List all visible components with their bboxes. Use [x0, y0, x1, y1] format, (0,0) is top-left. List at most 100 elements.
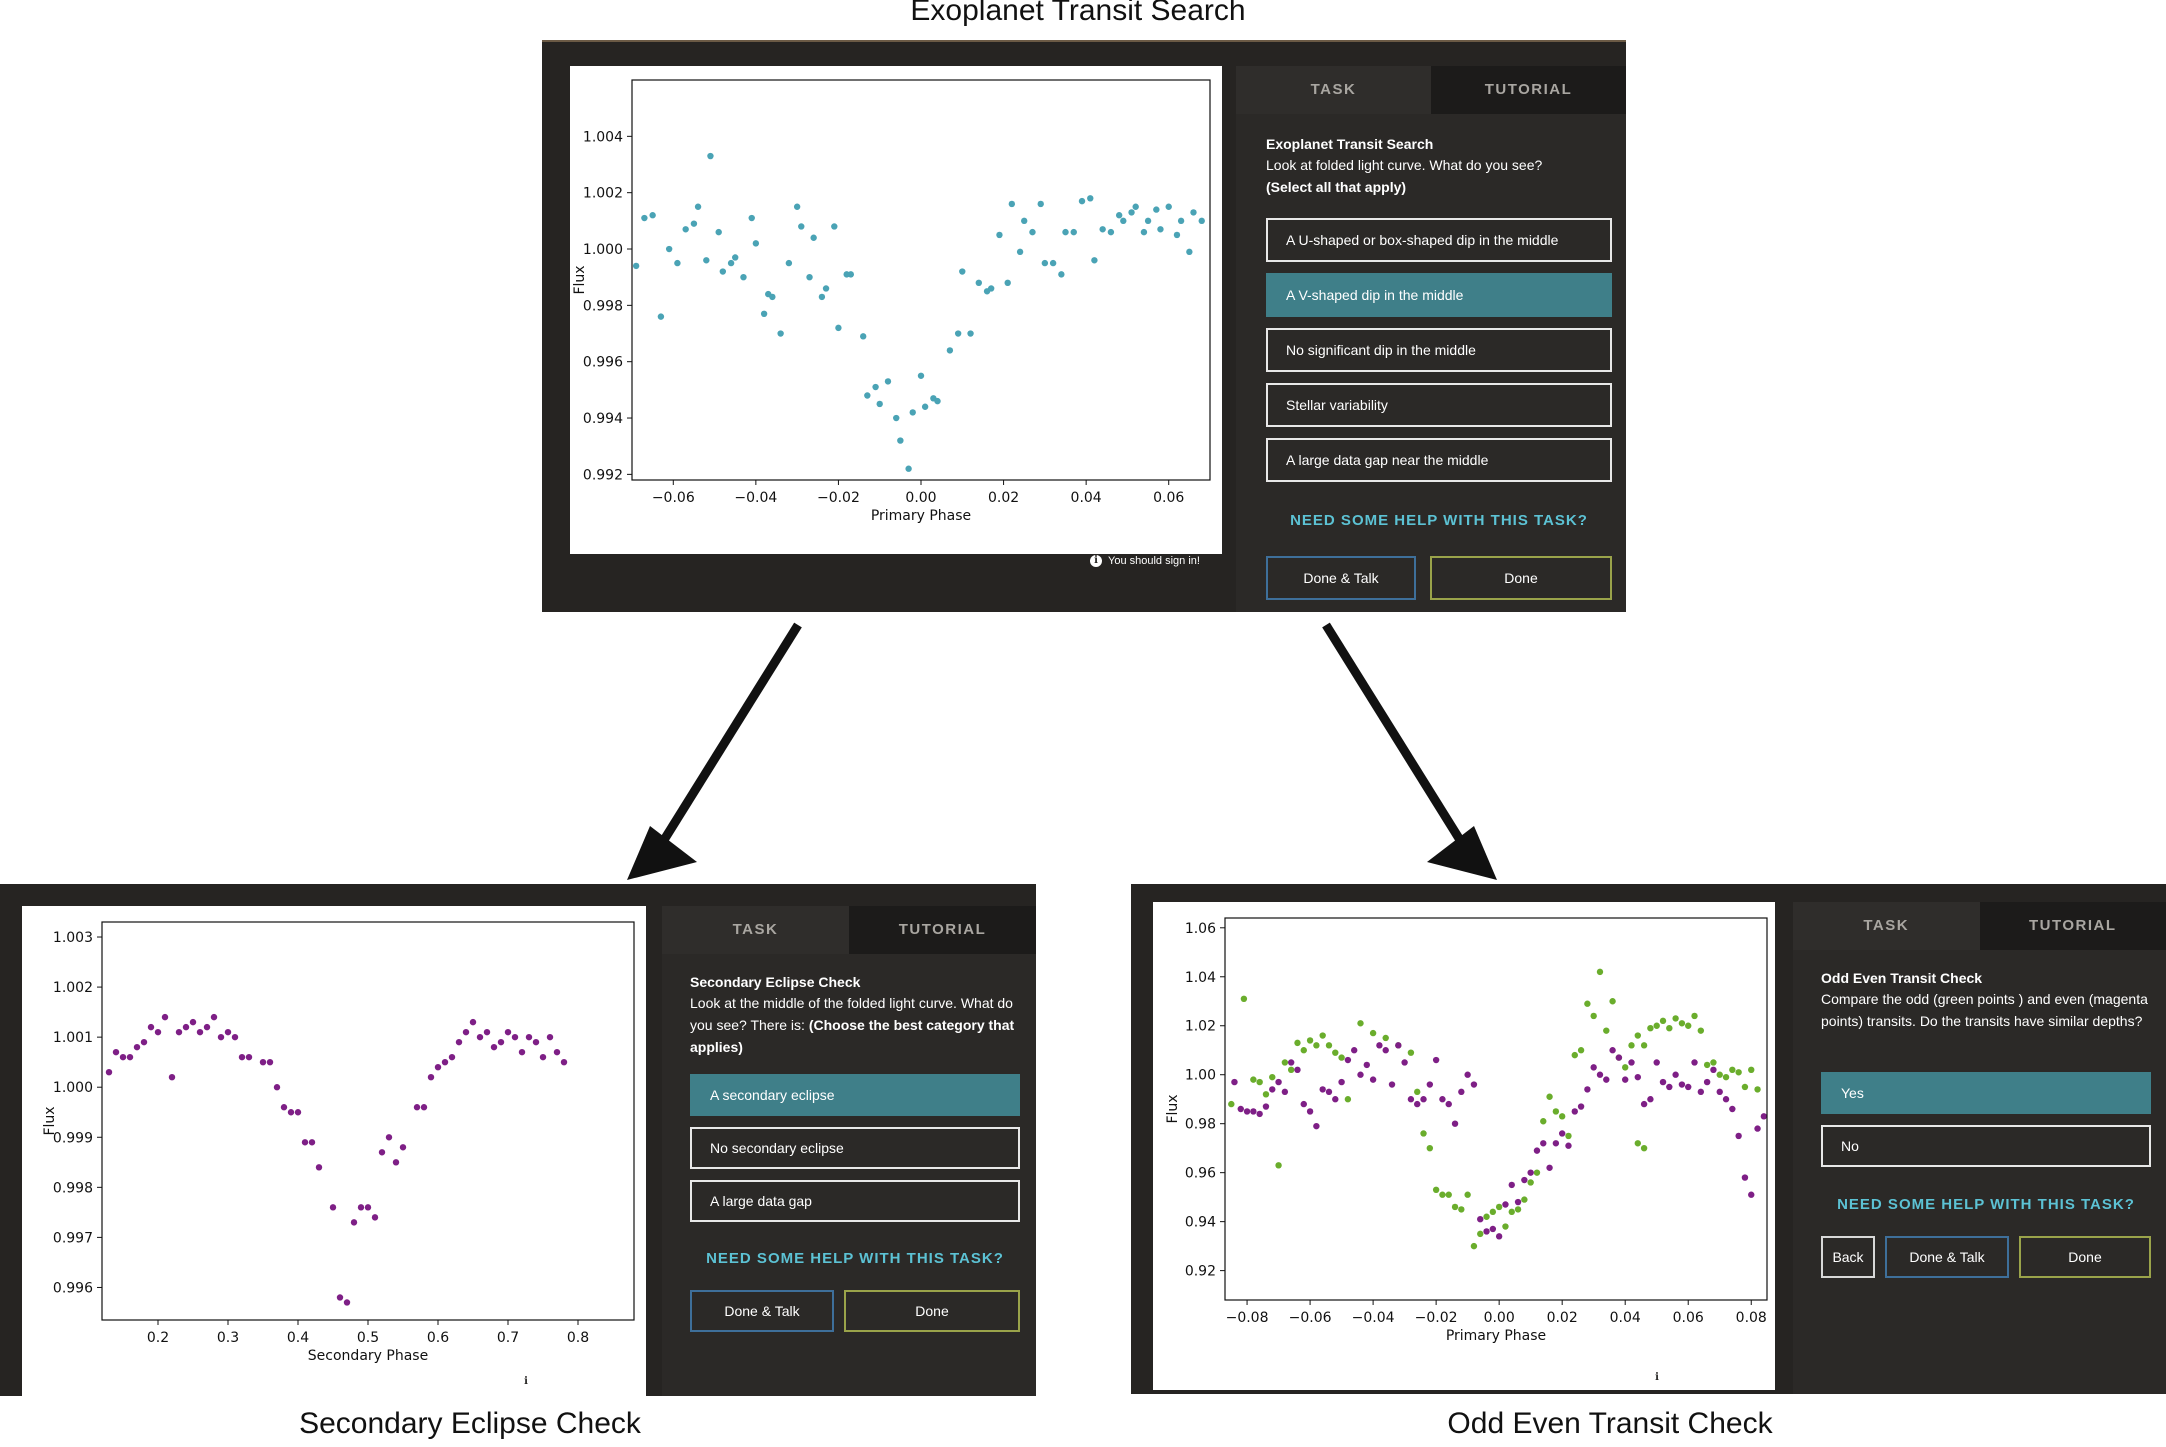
help-link[interactable]: NEED SOME HELP WITH THIS TASK?: [662, 1250, 1036, 1267]
data-point: [955, 330, 961, 336]
data-point: [649, 212, 655, 218]
tab-tutorial[interactable]: TUTORIAL: [1431, 66, 1626, 114]
option-no-dip[interactable]: No significant dip in the middle: [1266, 328, 1612, 372]
data-point: [1679, 1081, 1685, 1087]
data-point: [204, 1024, 210, 1030]
data-point: [893, 415, 899, 421]
option-data-gap[interactable]: A large data gap near the middle: [1266, 438, 1612, 482]
option-stellar-variability[interactable]: Stellar variability: [1266, 383, 1612, 427]
data-point: [1742, 1174, 1748, 1180]
data-point: [225, 1029, 231, 1035]
data-point: [934, 398, 940, 404]
option-yes[interactable]: Yes: [1821, 1072, 2151, 1114]
data-point: [1332, 1049, 1338, 1055]
y-tick-label: 1.001: [53, 1030, 93, 1046]
back-button[interactable]: Back: [1821, 1236, 1875, 1278]
data-point: [281, 1104, 287, 1110]
data-point: [1414, 1101, 1420, 1107]
done-talk-button[interactable]: Done & Talk: [690, 1290, 834, 1332]
x-tick-label: 0.8: [567, 1330, 589, 1346]
done-talk-button[interactable]: Done & Talk: [1266, 556, 1416, 600]
option-u-shaped-dip[interactable]: A U-shaped or box-shaped dip in the midd…: [1266, 218, 1612, 262]
data-point: [666, 246, 672, 252]
data-point: [1395, 1042, 1401, 1048]
data-point: [641, 215, 647, 221]
y-tick-label: 1.02: [1185, 1019, 1216, 1035]
data-point: [1590, 1013, 1596, 1019]
data-point: [358, 1204, 364, 1210]
tab-tutorial[interactable]: TUTORIAL: [849, 906, 1036, 954]
data-point: [526, 1034, 532, 1040]
axes-frame: [1225, 918, 1767, 1300]
tab-task[interactable]: TASK: [1236, 66, 1431, 114]
done-button[interactable]: Done: [2019, 1236, 2151, 1278]
data-point: [456, 1039, 462, 1045]
data-point: [1509, 1209, 1515, 1215]
question-title: Exoplanet Transit Search: [1266, 136, 1433, 152]
data-point: [1521, 1196, 1527, 1202]
help-link[interactable]: NEED SOME HELP WITH THIS TASK?: [1236, 512, 1626, 529]
done-button[interactable]: Done: [844, 1290, 1020, 1332]
y-tick-label: 1.00: [1185, 1068, 1216, 1084]
data-point: [691, 220, 697, 226]
data-point: [1190, 209, 1196, 215]
data-point: [1754, 1125, 1760, 1131]
tab-tutorial[interactable]: TUTORIAL: [1980, 902, 2166, 950]
help-link[interactable]: NEED SOME HELP WITH THIS TASK?: [1793, 1196, 2166, 1213]
data-point: [316, 1164, 322, 1170]
data-point: [1332, 1096, 1338, 1102]
option-v-shaped-dip[interactable]: A V-shaped dip in the middle: [1266, 273, 1612, 317]
data-point: [1042, 260, 1048, 266]
data-point: [1087, 195, 1093, 201]
x-tick-label: 0.2: [147, 1330, 169, 1346]
option-no[interactable]: No: [1821, 1125, 2151, 1167]
data-point: [1058, 271, 1064, 277]
data-point: [295, 1109, 301, 1115]
data-point: [1477, 1231, 1483, 1237]
option-secondary-eclipse[interactable]: A secondary eclipse: [690, 1074, 1020, 1116]
x-tick-label: −0.04: [734, 490, 777, 506]
data-point: [1263, 1103, 1269, 1109]
data-point: [674, 260, 680, 266]
x-axis-label: Primary Phase: [871, 508, 971, 524]
axes-frame: [632, 80, 1210, 480]
data-point: [1452, 1204, 1458, 1210]
data-point: [1357, 1020, 1363, 1026]
data-point: [1313, 1123, 1319, 1129]
tab-task[interactable]: TASK: [1793, 902, 1980, 950]
data-point: [1729, 1106, 1735, 1112]
done-talk-button[interactable]: Done & Talk: [1885, 1236, 2009, 1278]
data-point: [1540, 1118, 1546, 1124]
option-no-secondary-eclipse[interactable]: No secondary eclipse: [690, 1127, 1020, 1169]
y-tick-label: 0.96: [1185, 1166, 1216, 1182]
data-point: [1679, 1020, 1685, 1026]
x-tick-label: 0.00: [905, 490, 936, 506]
data-point: [344, 1299, 350, 1305]
sign-in-notice[interactable]: i You should sign in!: [520, 1376, 630, 1388]
data-point: [379, 1149, 385, 1155]
done-button[interactable]: Done: [1430, 556, 1612, 600]
data-point: [1672, 1015, 1678, 1021]
y-tick-label: 0.996: [583, 355, 623, 371]
data-point: [1578, 1047, 1584, 1053]
data-point: [1250, 1108, 1256, 1114]
sign-in-notice[interactable]: i You should sign in!: [1090, 555, 1200, 567]
y-tick-label: 0.998: [53, 1180, 93, 1196]
option-data-gap[interactable]: A large data gap: [690, 1180, 1020, 1222]
data-point: [113, 1049, 119, 1055]
sign-in-notice[interactable]: i You should sign in!: [1651, 1372, 1761, 1384]
data-point: [197, 1029, 203, 1035]
data-point: [1256, 1111, 1262, 1117]
data-point: [1502, 1201, 1508, 1207]
tab-task[interactable]: TASK: [662, 906, 849, 954]
data-point: [1458, 1089, 1464, 1095]
data-point: [761, 311, 767, 317]
data-point: [1005, 280, 1011, 286]
data-point: [337, 1294, 343, 1300]
data-point: [1754, 1086, 1760, 1092]
data-point: [695, 204, 701, 210]
data-point: [947, 347, 953, 353]
data-point: [1338, 1079, 1344, 1085]
